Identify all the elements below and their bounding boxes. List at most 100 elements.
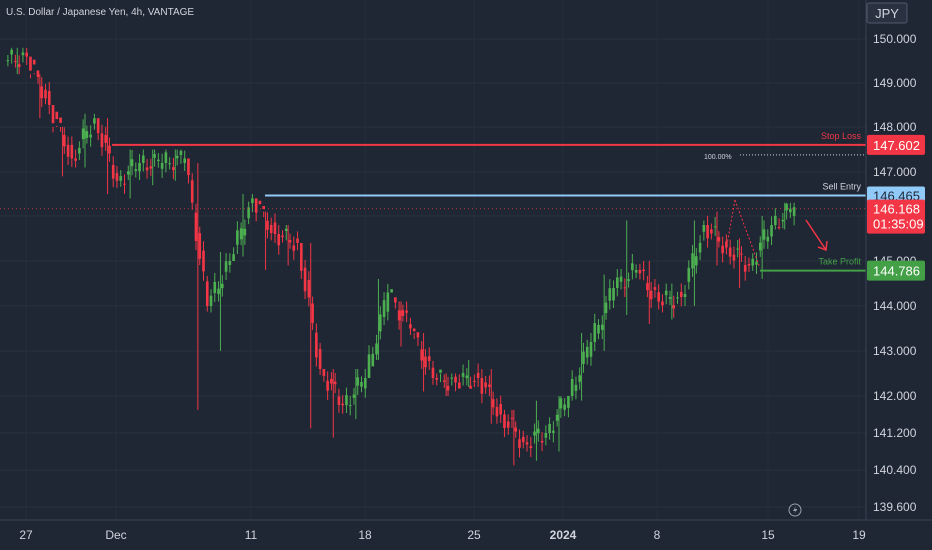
candle-body xyxy=(153,154,156,158)
candle-body xyxy=(119,176,123,181)
candle-body xyxy=(514,427,518,432)
candle-body xyxy=(277,234,281,246)
candle-body xyxy=(424,356,427,368)
time-axis[interactable]: 27 Dec 11 18 25 2024 8 15 19 xyxy=(19,528,866,542)
candle-body xyxy=(495,406,499,417)
candle-body xyxy=(503,414,506,428)
candle-body xyxy=(326,380,329,391)
candle-body xyxy=(510,417,514,419)
candle-body xyxy=(679,291,683,297)
candle-body xyxy=(269,225,273,234)
candle-body xyxy=(533,431,536,436)
stop-loss-label: Stop Loss xyxy=(821,131,862,141)
candle-body xyxy=(469,385,472,389)
candle-body xyxy=(62,134,66,147)
candle-body xyxy=(108,145,111,154)
candle-body xyxy=(491,399,495,408)
candle-body xyxy=(747,264,751,266)
candle-body xyxy=(457,382,461,389)
candle-body xyxy=(194,212,198,242)
candle-body xyxy=(51,105,55,124)
candle-body xyxy=(683,294,687,297)
candles xyxy=(6,47,796,466)
candle-body xyxy=(348,405,352,407)
candle-body xyxy=(356,377,360,386)
candle-body xyxy=(397,310,401,321)
candle-body xyxy=(789,208,792,213)
candle-body xyxy=(713,226,717,228)
candle-body xyxy=(130,159,134,167)
stop-loss-badge: 147.602 xyxy=(867,134,925,155)
price-tick-label: 147.000 xyxy=(873,165,917,179)
candle-body xyxy=(251,198,254,204)
price-axis[interactable]: 150.000149.000148.000147.000146.000145.0… xyxy=(873,32,917,514)
candle-body xyxy=(634,270,638,273)
candle-body xyxy=(337,396,341,405)
candle-body xyxy=(649,290,653,300)
candle-body xyxy=(781,219,785,222)
price-levels xyxy=(0,143,866,272)
candle-body xyxy=(555,414,559,421)
candle-body xyxy=(589,342,593,357)
price-tick-label: 139.600 xyxy=(873,500,917,514)
candle-body xyxy=(661,301,664,306)
price-tick-label: 143.000 xyxy=(873,344,917,358)
projection-arrow-icon xyxy=(805,219,827,251)
candle-body xyxy=(183,158,187,164)
candle-body xyxy=(420,349,424,361)
candle-body xyxy=(371,353,375,367)
candle-body xyxy=(89,134,92,138)
candle-body xyxy=(78,147,81,154)
candle-body xyxy=(205,281,209,306)
candle-body xyxy=(582,351,585,364)
candle-body xyxy=(66,144,70,157)
candle-body xyxy=(476,372,480,378)
price-tick-label: 149.000 xyxy=(873,76,917,90)
grid-lines xyxy=(0,38,866,508)
candle-body xyxy=(217,288,220,295)
candle-body xyxy=(292,245,296,251)
currency-badge-frame xyxy=(866,2,908,24)
candle-body xyxy=(187,158,190,176)
fib-retracement-lines xyxy=(725,199,761,269)
candle-body xyxy=(612,288,615,301)
candle-body xyxy=(17,64,21,68)
candle-body xyxy=(578,375,582,382)
candle-body xyxy=(743,265,747,272)
candle-body xyxy=(299,243,303,271)
candle-body xyxy=(104,135,108,143)
candle-body xyxy=(416,332,420,338)
candle-body xyxy=(100,133,104,148)
candle-body xyxy=(296,238,299,243)
candle-body xyxy=(126,171,130,175)
candle-body xyxy=(258,200,262,205)
candle-body xyxy=(232,254,235,261)
candle-body xyxy=(706,225,709,239)
candle-body xyxy=(792,207,796,216)
candle-body xyxy=(213,281,217,294)
time-tick-label: Dec xyxy=(105,528,126,542)
candle-body xyxy=(604,302,608,314)
candle-body xyxy=(777,227,781,229)
candle-body xyxy=(668,297,672,299)
lightning-icon[interactable] xyxy=(788,503,802,517)
candle-body xyxy=(544,433,548,438)
candle-body xyxy=(717,237,721,242)
candle-body xyxy=(529,446,533,449)
candle-body xyxy=(691,253,694,269)
candle-body xyxy=(93,118,96,124)
candle-body xyxy=(378,314,382,332)
currency-badge[interactable]: JPY xyxy=(866,2,908,24)
candle-body xyxy=(273,222,277,234)
candle-body xyxy=(484,382,487,388)
candle-body xyxy=(70,144,74,159)
candle-body xyxy=(172,167,175,171)
take-profit-badge-bg xyxy=(867,260,925,281)
candle-body xyxy=(318,348,322,369)
candle-body xyxy=(111,164,115,179)
candle-body xyxy=(728,247,732,257)
candle-body xyxy=(435,378,439,380)
